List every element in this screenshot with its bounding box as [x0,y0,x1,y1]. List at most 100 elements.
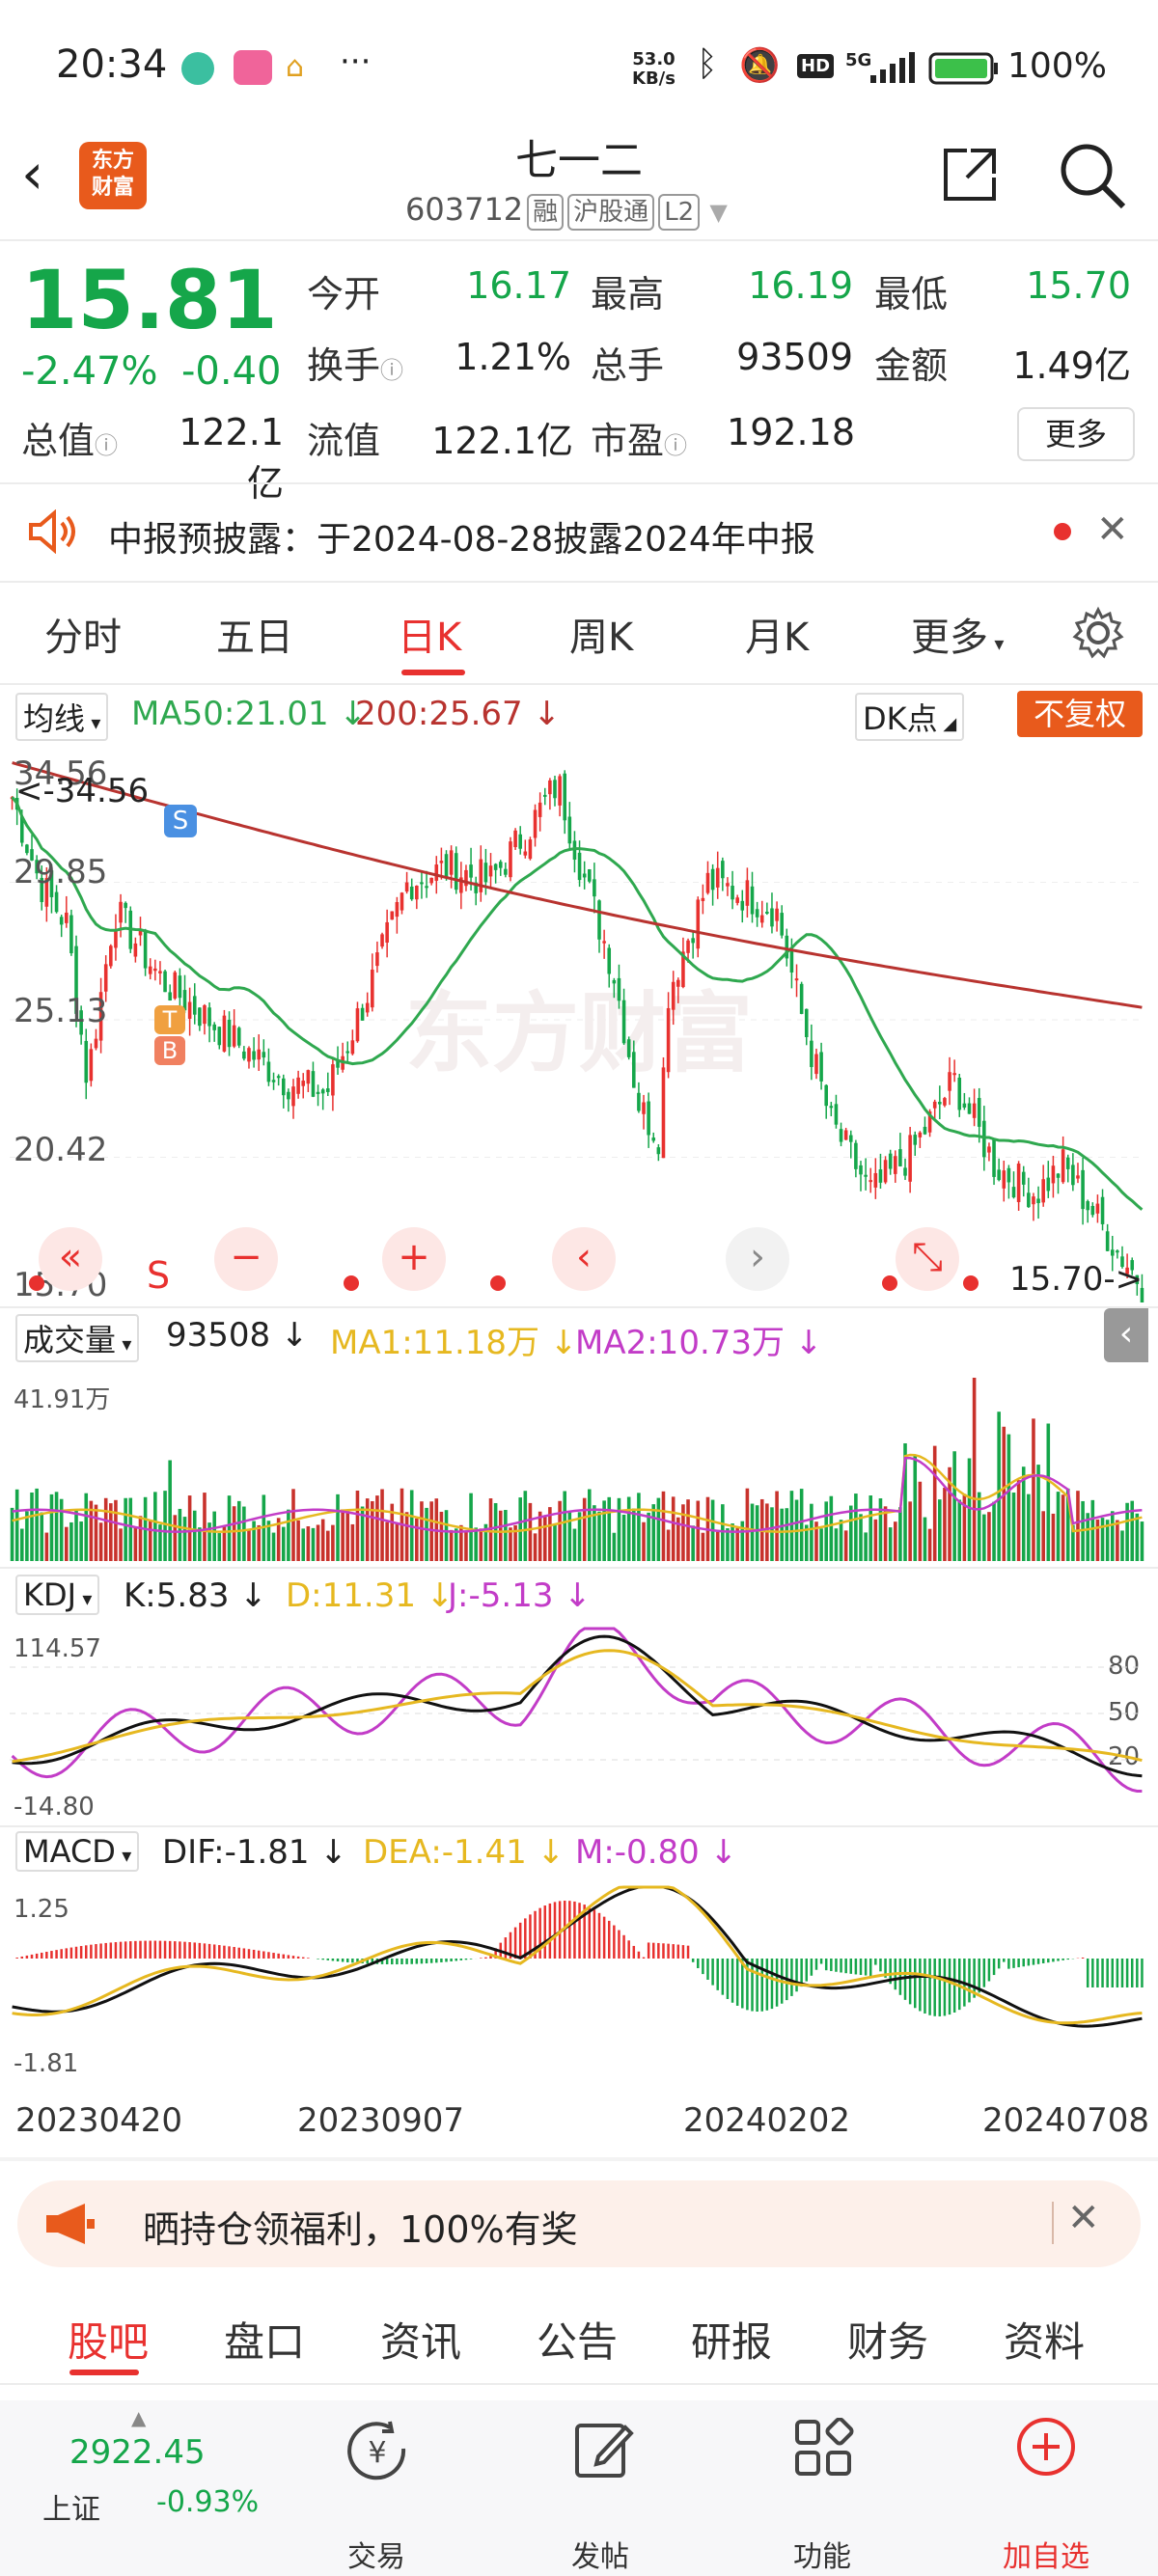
volume-bar [25,1511,29,1561]
kdj-indicator-select[interactable]: KDJ ▾ [15,1575,100,1615]
nav-label[interactable]: 功能 [793,2540,851,2574]
index-expand-icon[interactable]: ▲ [131,2406,147,2429]
period-tab[interactable]: 五日 [216,616,293,660]
candle-body [504,868,508,875]
back-icon[interactable]: ‹ [21,141,44,206]
macd-chart[interactable] [10,1881,1148,2080]
period-tab[interactable]: 周K [569,616,634,660]
candle-body [227,1019,232,1048]
volume-chart[interactable] [10,1370,1148,1563]
bottom-tab[interactable]: 财务 [847,2318,929,2366]
volume-bar [637,1493,641,1561]
kline-chart[interactable]: 东方财富 [10,745,1148,1302]
function-icon[interactable] [793,2418,855,2480]
info-icon[interactable]: ⓘ [380,357,404,384]
volume-bar [1006,1434,1011,1561]
search-icon[interactable] [1056,139,1129,212]
marker-b-badge[interactable]: B [154,1036,185,1065]
promo-banner[interactable] [17,2180,1141,2267]
scroll-right-icon[interactable]: › [726,1227,789,1291]
promo-close-icon[interactable]: ✕ [1067,2196,1100,2240]
candle-body [894,1156,897,1174]
volume-bar [504,1510,508,1561]
event-dot[interactable] [344,1275,359,1291]
promo-text[interactable]: 晒持仓领福利，100%有奖 [143,2208,578,2251]
candle-body [799,983,804,1014]
network-speed: 53.0 KB/s [632,50,676,89]
volume-bar [227,1495,232,1561]
kdj-chart[interactable] [10,1621,1148,1818]
settings-gear-icon[interactable] [1071,606,1125,660]
nav-label[interactable]: 发帖 [571,2540,629,2574]
zoom-in-icon[interactable]: + [382,1227,446,1291]
volume-bar [449,1529,454,1561]
bilibili-icon [234,50,272,85]
bottom-tab[interactable]: 公告 [537,2318,619,2366]
period-tab[interactable]: 月K [745,616,810,660]
period-tab[interactable]: 日K [398,616,462,660]
candle-body [927,1111,932,1133]
bottom-tab[interactable]: 资讯 [380,2318,462,2366]
nav-label[interactable]: 加自选 [1003,2540,1089,2574]
notice-text[interactable]: 中报预披露：于2024-08-28披露2024年中报 [108,520,815,560]
candle-body [1081,1169,1085,1210]
more-button[interactable]: 更多 [1017,407,1135,461]
fullscreen-icon[interactable]: ⤡ [896,1227,959,1291]
event-dot[interactable] [882,1275,897,1291]
volume-bar [868,1495,873,1561]
event-dot[interactable] [490,1275,506,1291]
volume-bar [997,1411,1001,1561]
index-name[interactable]: 上证 [42,2493,100,2527]
total-cap-label-text: 总值 [21,420,96,462]
scroll-left-fast-icon[interactable]: « [39,1227,102,1291]
add-watchlist-icon[interactable] [1015,2416,1077,2478]
share-icon[interactable] [938,143,1002,206]
volume-bar [173,1515,178,1561]
zoom-out-icon[interactable]: − [214,1227,278,1291]
info-icon[interactable]: ⓘ [664,432,688,459]
fuquan-button[interactable]: 不复权 [1017,691,1143,737]
dk-label: DK点 [863,700,938,737]
stock-name: 七一二 [515,136,643,185]
event-dot[interactable] [29,1275,44,1291]
dropdown-caret-icon[interactable]: ▼ [709,199,728,226]
candle-body [59,917,64,925]
candle-body [84,1040,89,1083]
marker-s-badge[interactable]: S [164,805,197,837]
candle-body [957,1077,962,1110]
candle-body [425,886,428,889]
net-speed-unit: KB/s [632,69,676,89]
index-value[interactable]: 2922.45 [69,2433,206,2472]
volume-bar [257,1524,261,1561]
close-icon[interactable]: ✕ [1096,507,1129,552]
period-tab[interactable]: 更多 ▾ [911,616,1005,660]
index-change[interactable]: -0.93% [156,2485,260,2519]
candle-body [593,879,596,897]
bottom-tab[interactable]: 股吧 [68,2318,150,2366]
candle-body [420,882,424,885]
dropdown-icon: ▾ [115,1844,132,1867]
collapse-panel-icon[interactable]: ‹ [1104,1308,1148,1362]
marker-t-badge[interactable]: T [154,1005,185,1034]
volume-bar [212,1511,216,1561]
macd-indicator-select[interactable]: MACD ▾ [15,1831,140,1872]
scroll-left-icon[interactable]: ‹ [552,1227,616,1291]
macd-top-label: 1.25 [14,1895,69,1924]
volume-bar [548,1507,552,1561]
info-icon[interactable]: ⓘ [95,432,119,459]
candle-body [483,863,488,883]
post-icon[interactable] [573,2418,635,2480]
period-tab[interactable]: 分时 [44,616,122,660]
trade-icon[interactable]: ¥ [345,2420,409,2483]
nav-label[interactable]: 交易 [347,2540,405,2574]
volume-indicator-select[interactable]: 成交量 ▾ [15,1314,140,1362]
volume-bar [178,1508,182,1561]
bottom-tab[interactable]: 资料 [1004,2318,1086,2366]
bottom-tab[interactable]: 盘口 [224,2318,306,2366]
candle-body [637,1092,641,1111]
ma200-value: 200:25.67 [355,695,523,733]
bottom-tab[interactable]: 研报 [691,2318,773,2366]
event-dot[interactable] [963,1275,979,1291]
indicator-select[interactable]: 均线 ▾ [15,693,109,741]
dk-point-select[interactable]: DK点 ◢ [855,693,965,741]
